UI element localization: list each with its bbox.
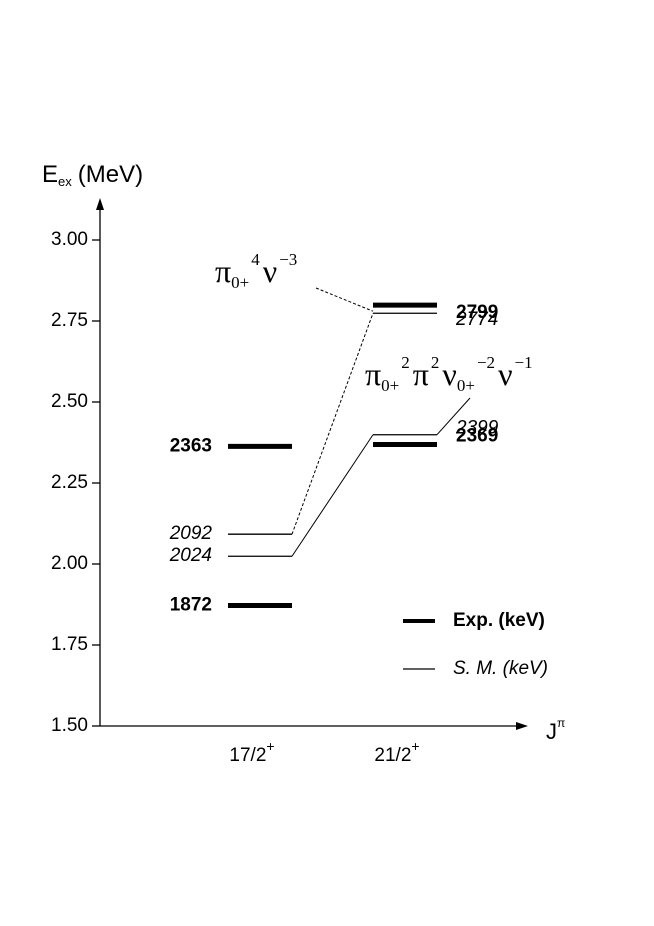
category: 21/2 [374,745,411,766]
orbital: ν [442,356,456,392]
orbital: ν [498,356,512,392]
y-tick-label: 2.00 [51,553,88,574]
space [297,253,300,267]
y-tick-label: 1.50 [51,715,88,736]
level-label: 1872 [170,594,212,615]
orbital-sup: −3 [279,250,297,269]
y-label-sub: ex [58,174,72,189]
connector [291,313,374,535]
orbital: π [413,356,429,392]
y-tick-label: 3.00 [51,229,88,250]
x-tick-label: 21/2+ [374,738,419,766]
level-label: 2369 [456,425,498,446]
space [533,356,536,370]
category: 17/2 [229,745,266,766]
orbital-sup: 4 [251,250,260,269]
y-axis-arrow [96,198,104,210]
y-label-unit: (MeV) [78,161,143,188]
orbital-sup: −1 [515,353,533,372]
category-sup: + [411,738,419,754]
x-tick-label: 17/2+ [229,738,274,766]
annotation-pointer [315,287,374,312]
annotation-pointer [436,397,471,436]
y-tick-label: 2.75 [51,310,88,331]
level-label: 2399 [455,418,499,439]
orbital-sup: −2 [477,353,495,372]
orbital-sub: 0+ [381,376,399,395]
y-axis-label: Eex (MeV) [42,161,143,189]
legend-label: Exp. (keV) [453,610,545,631]
y-tick-label: 1.75 [51,634,88,655]
orbital-sub: 0+ [231,273,249,292]
orbital: ν [263,253,277,289]
y-label-main: E [42,161,58,188]
x-label-main: J [546,719,557,744]
orbital: π [215,253,231,289]
y-tick-label: 2.50 [51,391,88,412]
connector [291,434,374,557]
level-label: 2024 [169,545,212,566]
x-axis-label: Jπ [546,716,565,744]
y-tick-label: 2.25 [51,472,88,493]
legend-label: S. M. (keV) [453,658,548,679]
x-label-sup: π [557,716,565,730]
orbital-sup: 2 [431,353,440,372]
level-label: 2799 [456,302,498,323]
level-label: 2774 [455,309,498,330]
orbital-sub: 0+ [457,376,475,395]
configuration: π0+4 ν −3 [215,250,300,292]
orbital: π [365,356,381,392]
orbital-sup: 2 [401,353,410,372]
x-axis-arrow [516,722,528,730]
level-label: 2092 [169,523,213,544]
level-label: 2363 [170,435,212,456]
category-sup: + [266,738,274,754]
